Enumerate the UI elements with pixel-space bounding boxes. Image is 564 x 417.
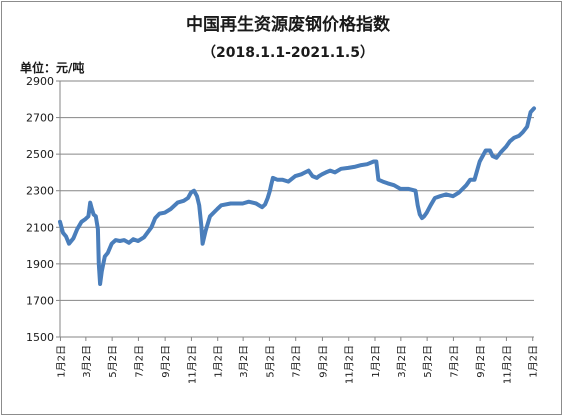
- chart-title: 中国再生资源废钢价格指数: [186, 14, 391, 35]
- x-tick-label: 9月2日: [160, 345, 172, 378]
- x-tick-label: 7月2日: [448, 345, 460, 378]
- x-tick-label: 3月2日: [396, 345, 408, 378]
- x-tick-label: 1月2日: [528, 345, 540, 378]
- x-tick-label: 3月2日: [81, 345, 93, 378]
- y-tick-label: 2500: [26, 148, 54, 161]
- y-tick-label: 1900: [26, 258, 54, 271]
- x-tick-label: 11月2日: [186, 345, 198, 384]
- y-tick-label: 2900: [26, 75, 54, 88]
- x-tick-label: 11月2日: [501, 345, 513, 384]
- y-tick-label: 1500: [26, 331, 54, 344]
- x-tick-label: 5月2日: [422, 345, 434, 378]
- x-tick-label: 7月2日: [291, 345, 303, 378]
- x-tick-label: 9月2日: [475, 345, 487, 378]
- y-tick-label: 2700: [26, 112, 54, 125]
- y-tick-label: 1700: [26, 294, 54, 307]
- chart-subtitle: （2018.1.1-2021.1.5）: [202, 45, 374, 61]
- x-axis-ticks: 1月2日 3月2日 5月2日 7月2日 9月2日 11月2日 1月2日 3月2日 5月2日 7月2…: [55, 337, 540, 384]
- y-axis-unit-label: 单位：元/吨: [20, 60, 84, 75]
- y-axis-ticks: 1500 1700 1900 2100 2300 2500 2700 2900: [26, 75, 60, 344]
- x-tick-label: 9月2日: [317, 345, 329, 378]
- x-tick-label: 1月2日: [213, 345, 225, 378]
- y-tick-label: 2300: [26, 185, 54, 198]
- x-tick-label: 5月2日: [107, 345, 119, 378]
- x-tick-label: 5月2日: [264, 345, 276, 378]
- series-group: [58, 106, 536, 286]
- x-tick-label: 11月2日: [344, 345, 356, 384]
- x-tick-label: 1月2日: [370, 345, 382, 378]
- x-tick-label: 7月2日: [133, 345, 145, 378]
- x-tick-label: 1月2日: [55, 345, 67, 378]
- series-line-0: [58, 106, 536, 286]
- x-tick-label: 3月2日: [238, 345, 250, 378]
- gridlines: [60, 80, 534, 301]
- y-tick-label: 2100: [26, 221, 54, 234]
